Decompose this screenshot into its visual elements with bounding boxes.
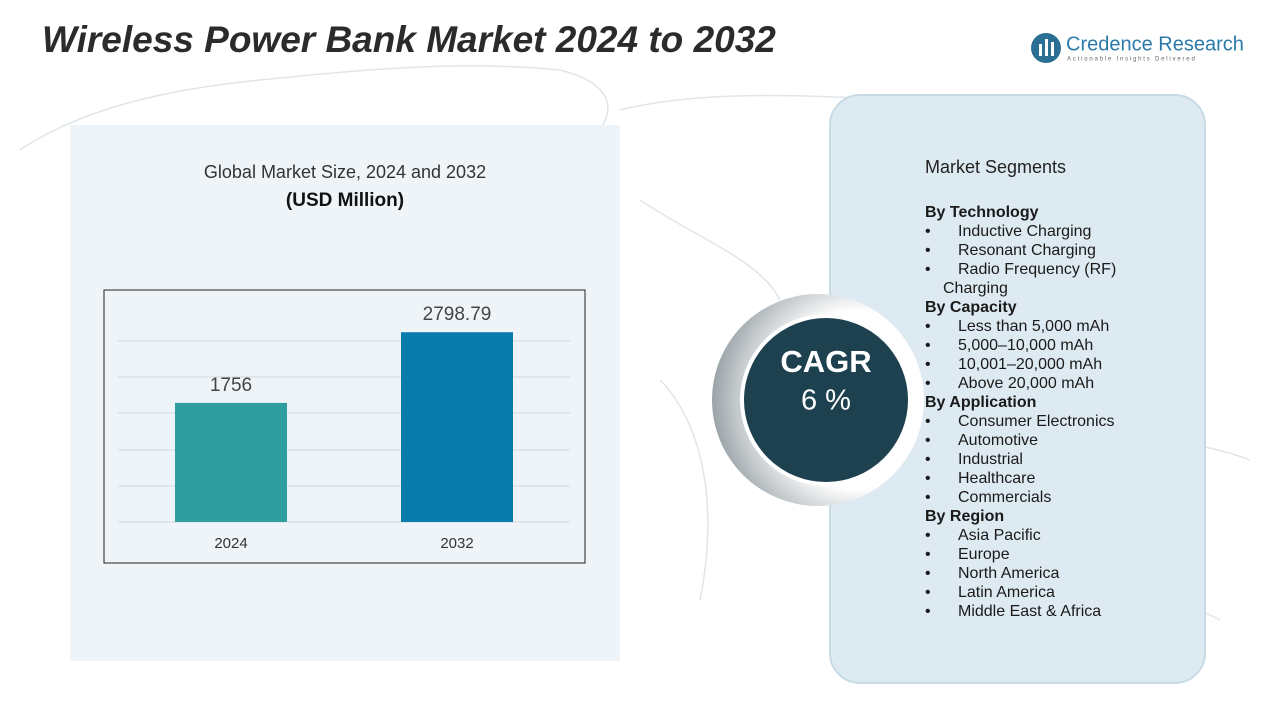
bullet: • (925, 318, 931, 335)
bullet: • (925, 451, 931, 468)
segment-item-text: Healthcare (958, 470, 1036, 487)
chart-subtitle: (USD Million) (286, 190, 404, 211)
page-title: Wireless Power Bank Market 2024 to 2032 (42, 19, 776, 60)
segment-item: • Resonant Charging (925, 241, 1133, 260)
segment-item-text: Resonant Charging (958, 242, 1096, 259)
bullet: • (925, 432, 931, 449)
segment-item-text: 10,001–20,000 mAh (958, 356, 1103, 373)
segment-item: • Commercials (925, 488, 1133, 507)
segment-group: By Technology (925, 204, 1039, 221)
value-label: 1756 (210, 375, 252, 396)
bullet: • (925, 375, 931, 392)
segment-item: • Radio Frequency (RF) Charging (925, 260, 1133, 298)
segment-item: • 10,001–20,000 mAh (925, 355, 1133, 374)
bullet: • (925, 489, 931, 506)
segment-item: • Europe (925, 545, 1133, 564)
bar (401, 332, 513, 522)
segment-item: • Asia Pacific (925, 526, 1133, 545)
x-tick-label: 2032 (440, 535, 473, 552)
map-decoration (19, 65, 1251, 621)
logo: Credence Research Actionable Insights De… (1031, 33, 1244, 63)
cagr-label: CAGR (780, 344, 871, 379)
segment-item: • Less than 5,000 mAh (925, 317, 1133, 336)
segment-item-text: Asia Pacific (958, 527, 1041, 544)
bullet: • (925, 603, 931, 620)
segment-item: • North America (925, 564, 1133, 583)
bullet: • (925, 356, 931, 373)
segment-item-text: Automotive (958, 432, 1039, 449)
bullet: • (925, 470, 931, 487)
segment-item: • Inductive Charging (925, 222, 1133, 241)
bullet: • (925, 527, 931, 544)
segment-item: • Middle East & Africa (925, 602, 1133, 621)
segment-item-text: Less than 5,000 mAh (958, 318, 1110, 335)
segment-item: • Above 20,000 mAh (925, 374, 1133, 393)
bullet: • (925, 584, 931, 601)
bullet: • (925, 565, 931, 582)
segment-item-text: Europe (958, 546, 1010, 563)
segment-item: • Healthcare (925, 469, 1133, 488)
bullet: • (925, 242, 931, 259)
segment-item: • Latin America (925, 583, 1133, 602)
value-label: 2798.79 (423, 304, 492, 325)
segment-item-text: Industrial (958, 451, 1023, 468)
bullet: • (925, 261, 931, 278)
segment-item: • Industrial (925, 450, 1133, 469)
cagr-value: 6 % (801, 385, 851, 417)
cagr-circle (740, 314, 912, 486)
bar (175, 402, 287, 522)
bullet: • (925, 337, 931, 354)
segment-item-text: Inductive Charging (958, 223, 1092, 240)
x-tick-label: 2024 (214, 535, 247, 552)
segment-group: By Application (925, 394, 1037, 411)
chart-title: Global Market Size, 2024 and 2032 (204, 162, 486, 182)
bullet: • (925, 413, 931, 430)
chart-panel (70, 125, 620, 661)
segment-item-text: Radio Frequency (RF) Charging (943, 261, 1117, 297)
segment-item-text: 5,000–10,000 mAh (958, 337, 1094, 354)
chart-frame (103, 289, 586, 564)
segment-group: By Capacity (925, 299, 1017, 316)
segment-item-text: Latin America (958, 584, 1055, 601)
logo-name: Credence Research (1066, 33, 1244, 55)
bullet: • (925, 223, 931, 240)
segments-heading: Market Segments (925, 157, 1067, 177)
bullet: • (925, 546, 931, 563)
segment-item-text: North America (958, 565, 1060, 582)
segment-item: • Consumer Electronics (925, 412, 1133, 431)
logo-tagline: Actionable Insights Delivered (1067, 57, 1197, 63)
segment-item-text: Middle East & Africa (958, 603, 1102, 620)
segments: Market Segments By Technology • Inductive … (925, 158, 1133, 621)
segment-item-text: Consumer Electronics (958, 413, 1115, 430)
segment-group: By Region (925, 508, 1005, 525)
segment-item: • Automotive (925, 431, 1133, 450)
segment-item: • 5,000–10,000 mAh (925, 336, 1133, 355)
segment-item-text: Above 20,000 mAh (958, 375, 1095, 392)
segment-item-text: Commercials (958, 489, 1052, 506)
